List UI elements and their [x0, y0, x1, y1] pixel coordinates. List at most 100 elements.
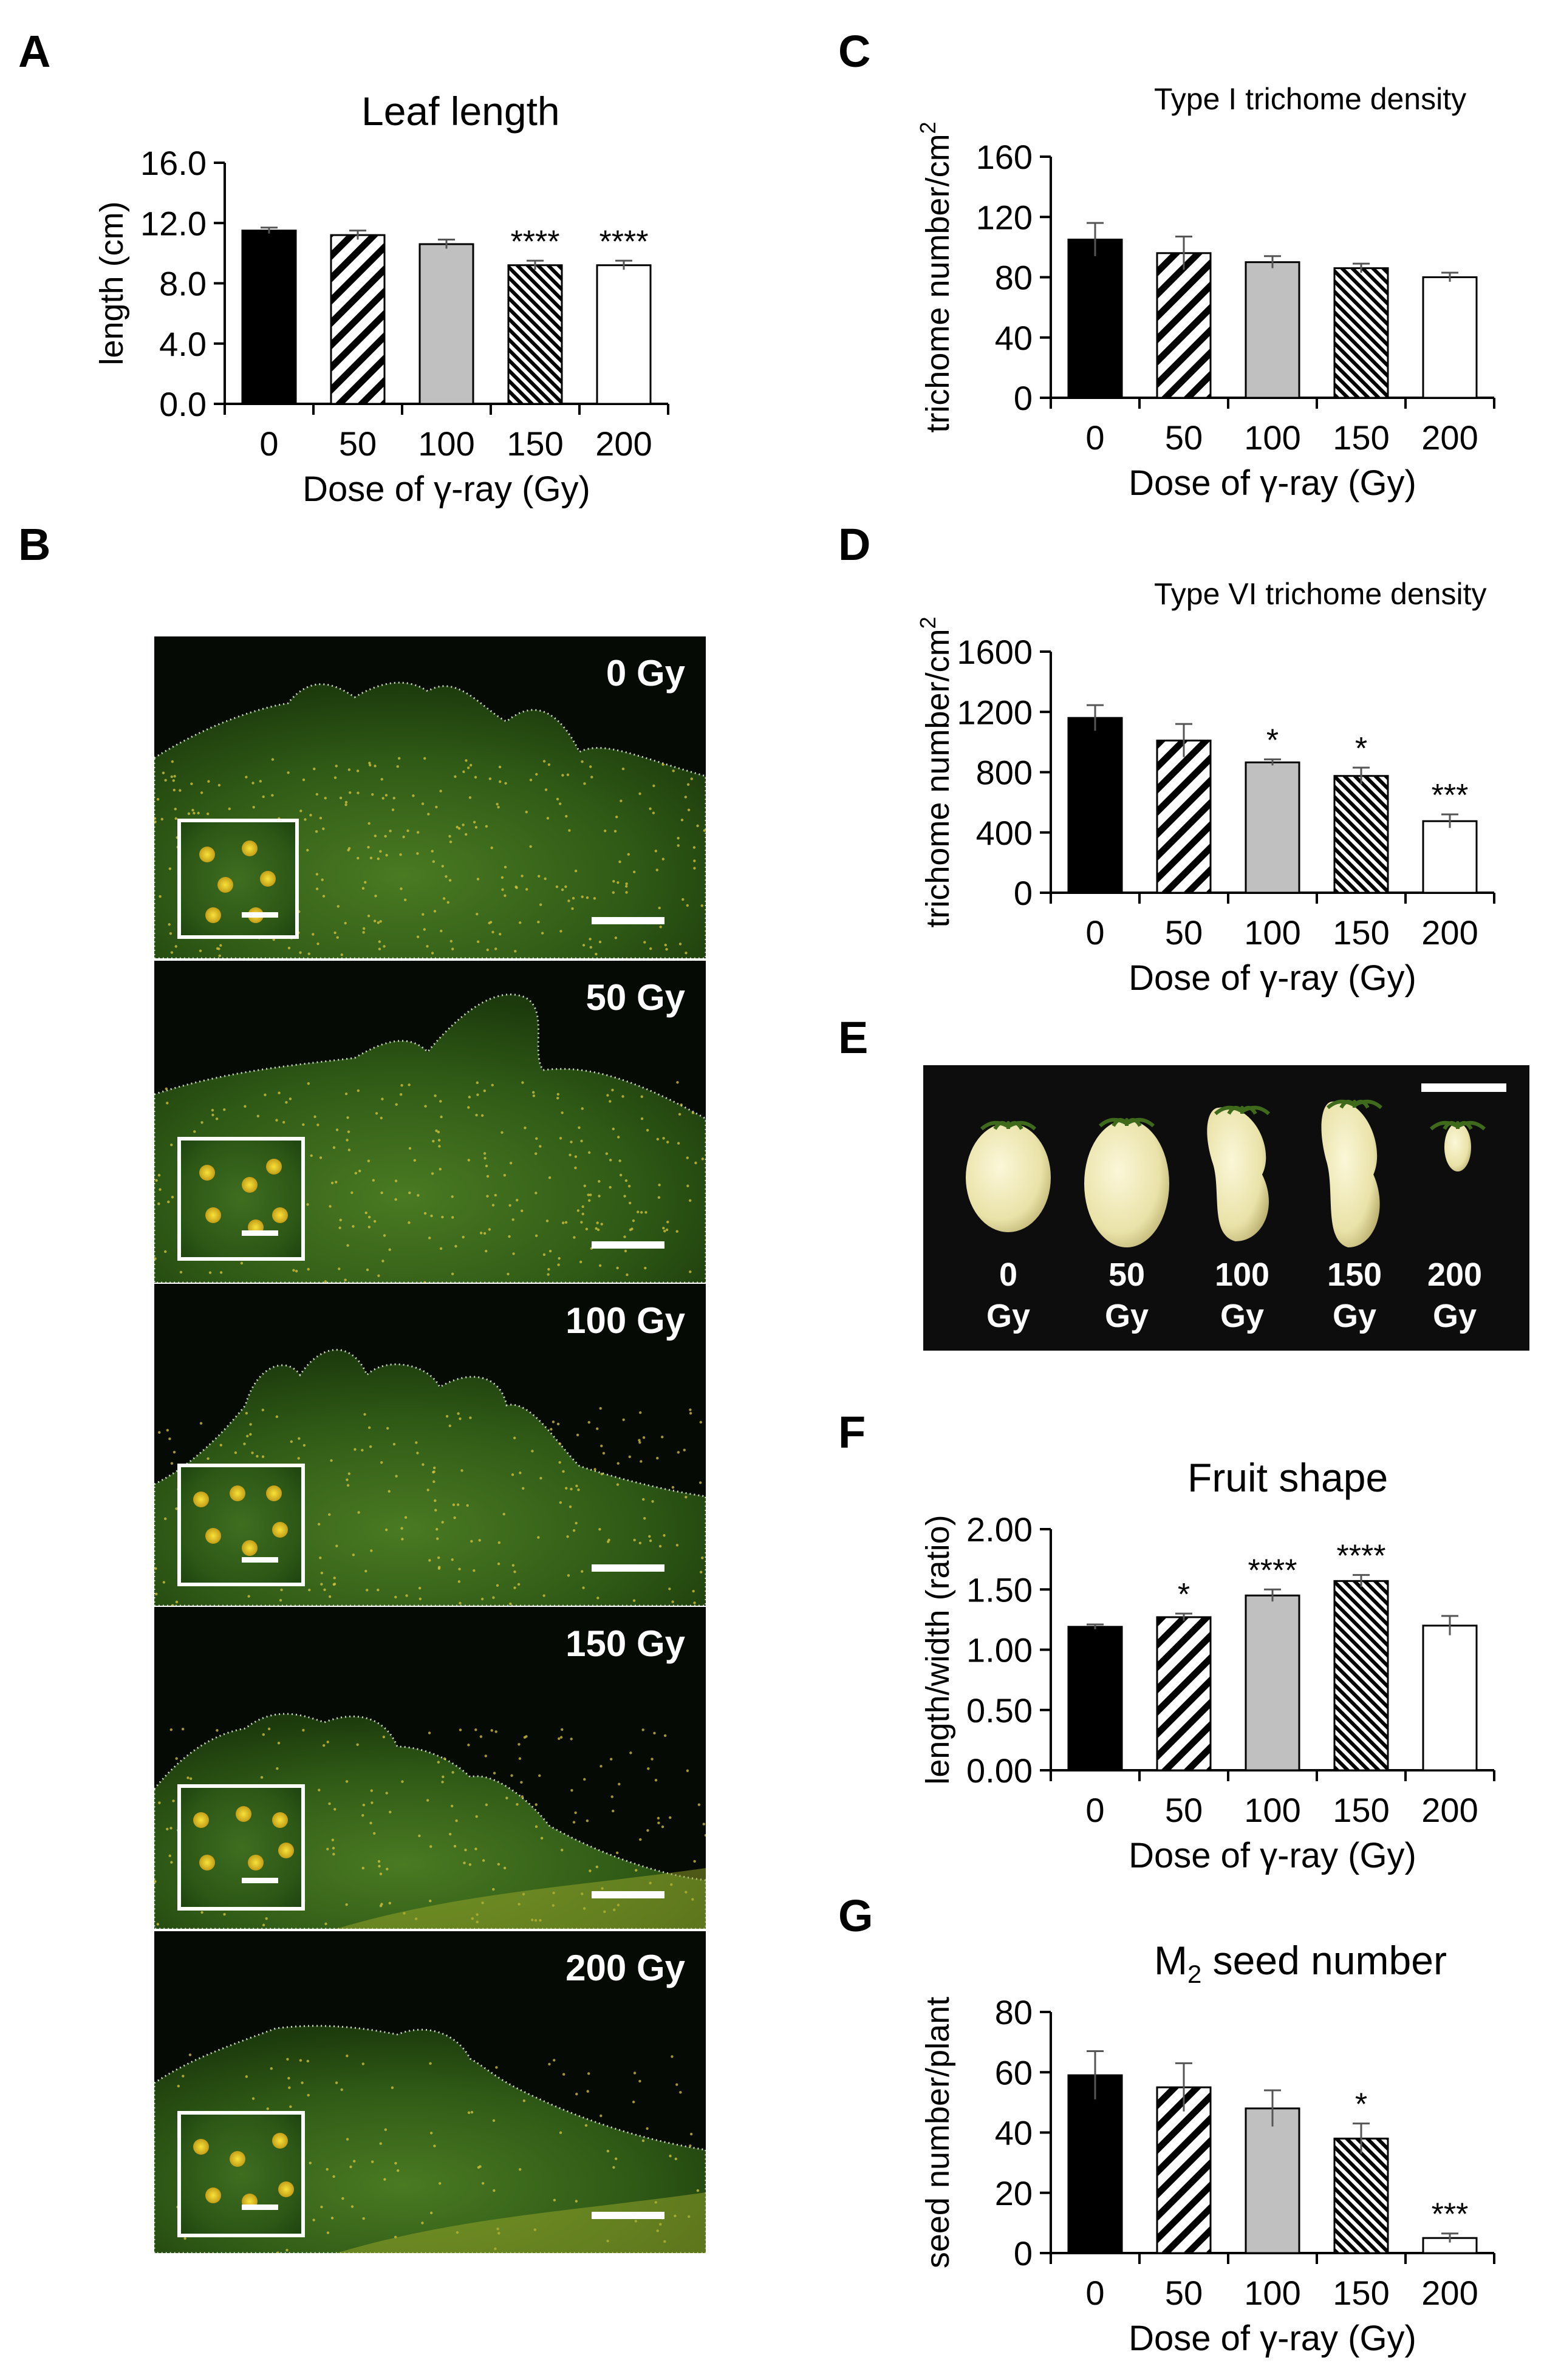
x-tick-label: 50 [1165, 913, 1203, 952]
x-axis-label: Dose of γ-ray (Gy) [302, 469, 590, 509]
y-tick-label: 1.50 [966, 1570, 1033, 1609]
fruit [1084, 1120, 1169, 1247]
gland-dot [199, 1165, 215, 1181]
chart-title: Leaf length [361, 89, 560, 134]
chart-title: M2 seed number [1154, 1938, 1447, 1988]
scale-bar [592, 1241, 664, 1249]
chart-title: Fruit shape [1187, 1455, 1388, 1500]
x-tick-label: 150 [1333, 913, 1389, 952]
significance-label: * [1355, 2087, 1367, 2123]
inset-scale-bar [242, 1557, 278, 1563]
bar [418, 243, 474, 405]
significance-label: *** [1432, 2197, 1469, 2232]
y-tick-label: 0 [1014, 2234, 1033, 2273]
x-tick-label: 50 [1165, 418, 1203, 457]
panel-letter-c: C [838, 26, 871, 77]
x-tick-label: 200 [1421, 913, 1478, 952]
y-tick-label: 40 [995, 2114, 1033, 2152]
leaf-dose-label: 200 Gy [565, 1948, 685, 1988]
gland-dot [248, 1855, 264, 1870]
bar [1422, 820, 1478, 894]
bar [1067, 2074, 1123, 2254]
calyx [1457, 1121, 1486, 1131]
bar [1067, 717, 1123, 894]
bar [1422, 1625, 1478, 1771]
y-axis-label: trichome number/cm2 [915, 121, 956, 432]
gland-dot [260, 871, 276, 887]
chart-fruit-shape: Fruit shape 0.00 0.50 1.00 1.50 2.00 0 * 50 **** 1… [920, 1455, 1495, 1875]
bar [1245, 761, 1300, 894]
y-tick-label: 800 [976, 754, 1033, 792]
x-tick-label: 0 [1085, 2274, 1104, 2312]
y-tick-label: 60 [995, 2053, 1033, 2092]
gland-dot [230, 2151, 245, 2167]
leaf-dose-label: 50 Gy [586, 977, 685, 1018]
fruit-label-150: 150 Gy [1327, 1256, 1382, 1334]
panel-letter-g: G [838, 1891, 873, 1941]
bar [241, 230, 297, 405]
x-tick-label: 0 [259, 425, 278, 463]
bar [1245, 2107, 1300, 2254]
calyx [1125, 1118, 1155, 1128]
gland-dot [272, 1522, 288, 1538]
chart-type-i-trichome-density: Type I trichome density 0 40 80 120 160 0 50 100… [915, 82, 1495, 503]
y-tick-label: 400 [976, 814, 1033, 852]
x-tick-label: 200 [1421, 2274, 1478, 2312]
bar [596, 264, 652, 405]
trichome-inset [177, 1784, 305, 1911]
fruit-label-0: 0 Gy [986, 1256, 1031, 1334]
y-tick-label: 40 [995, 319, 1033, 357]
bar [1245, 1594, 1300, 1771]
y-tick-label: 1200 [957, 693, 1033, 731]
fruit [1207, 1107, 1269, 1241]
panel-letter-f: F [838, 1407, 866, 1458]
bar [1067, 1626, 1123, 1771]
y-tick-label: 12.0 [140, 204, 207, 242]
y-tick-label: 1.00 [966, 1631, 1033, 1669]
x-axis-label: Dose of γ-ray (Gy) [1129, 2319, 1416, 2358]
gland-dot [205, 1207, 221, 1223]
leaf-photo-0-gy: 0 Gy [154, 636, 706, 958]
gland-dot [205, 907, 221, 923]
bar [1067, 238, 1123, 399]
significance-label: * [1178, 1577, 1190, 1612]
significance-label: * [1355, 731, 1367, 766]
fruit-photo: 0 Gy 50 Gy 100 Gy 150 Gy 200 Gy [923, 1065, 1529, 1351]
fruit [966, 1123, 1051, 1232]
y-tick-label: 16.0 [140, 144, 207, 182]
gland-dot [272, 1207, 288, 1223]
chart-type-vi-trichome-density: Type VI trichome density 0 400 800 1200 1600 0… [915, 577, 1495, 998]
leaf-photo-150-gy: 150 Gy [154, 1607, 706, 1929]
bar [1156, 252, 1212, 399]
y-tick-label: 0 [1014, 874, 1033, 912]
y-axis-label: seed number/plant [920, 1997, 956, 2268]
gland-dot [272, 1812, 288, 1828]
significance-label: *** [1432, 778, 1469, 813]
significance-label: * [1266, 723, 1279, 758]
leaf-photo-100-gy: 100 Gy [154, 1284, 706, 1606]
y-tick-label: 2.00 [966, 1510, 1033, 1549]
bar [330, 234, 386, 405]
trichome-inset [177, 1137, 305, 1261]
trichome-inset [177, 819, 299, 939]
fruit-label-100: 100 Gy [1214, 1256, 1270, 1334]
fruit-label-200: 200 Gy [1427, 1256, 1483, 1334]
gland-dot [205, 1528, 221, 1544]
y-tick-label: 160 [976, 138, 1033, 176]
x-tick-label: 100 [1244, 2274, 1300, 2312]
leaf-photo-200-gy: 200 Gy [154, 1931, 706, 2253]
y-tick-label: 120 [976, 198, 1033, 236]
gland-dot [278, 1843, 294, 1858]
y-axis-label: length (cm) [94, 201, 130, 365]
inset-scale-bar [242, 1878, 278, 1883]
bar [1333, 775, 1389, 894]
scale-bar [592, 1564, 664, 1572]
fruit-label-50: 50 Gy [1104, 1256, 1149, 1334]
x-tick-label: 200 [1421, 418, 1478, 457]
fruit-scale-bar [1421, 1083, 1506, 1092]
y-axis-label: length/width (ratio) [920, 1515, 956, 1784]
leaf-dose-label: 100 Gy [565, 1300, 685, 1341]
x-axis-label: Dose of γ-ray (Gy) [1129, 958, 1416, 998]
panel-letter-d: D [838, 519, 871, 570]
y-tick-label: 0 [1014, 379, 1033, 417]
